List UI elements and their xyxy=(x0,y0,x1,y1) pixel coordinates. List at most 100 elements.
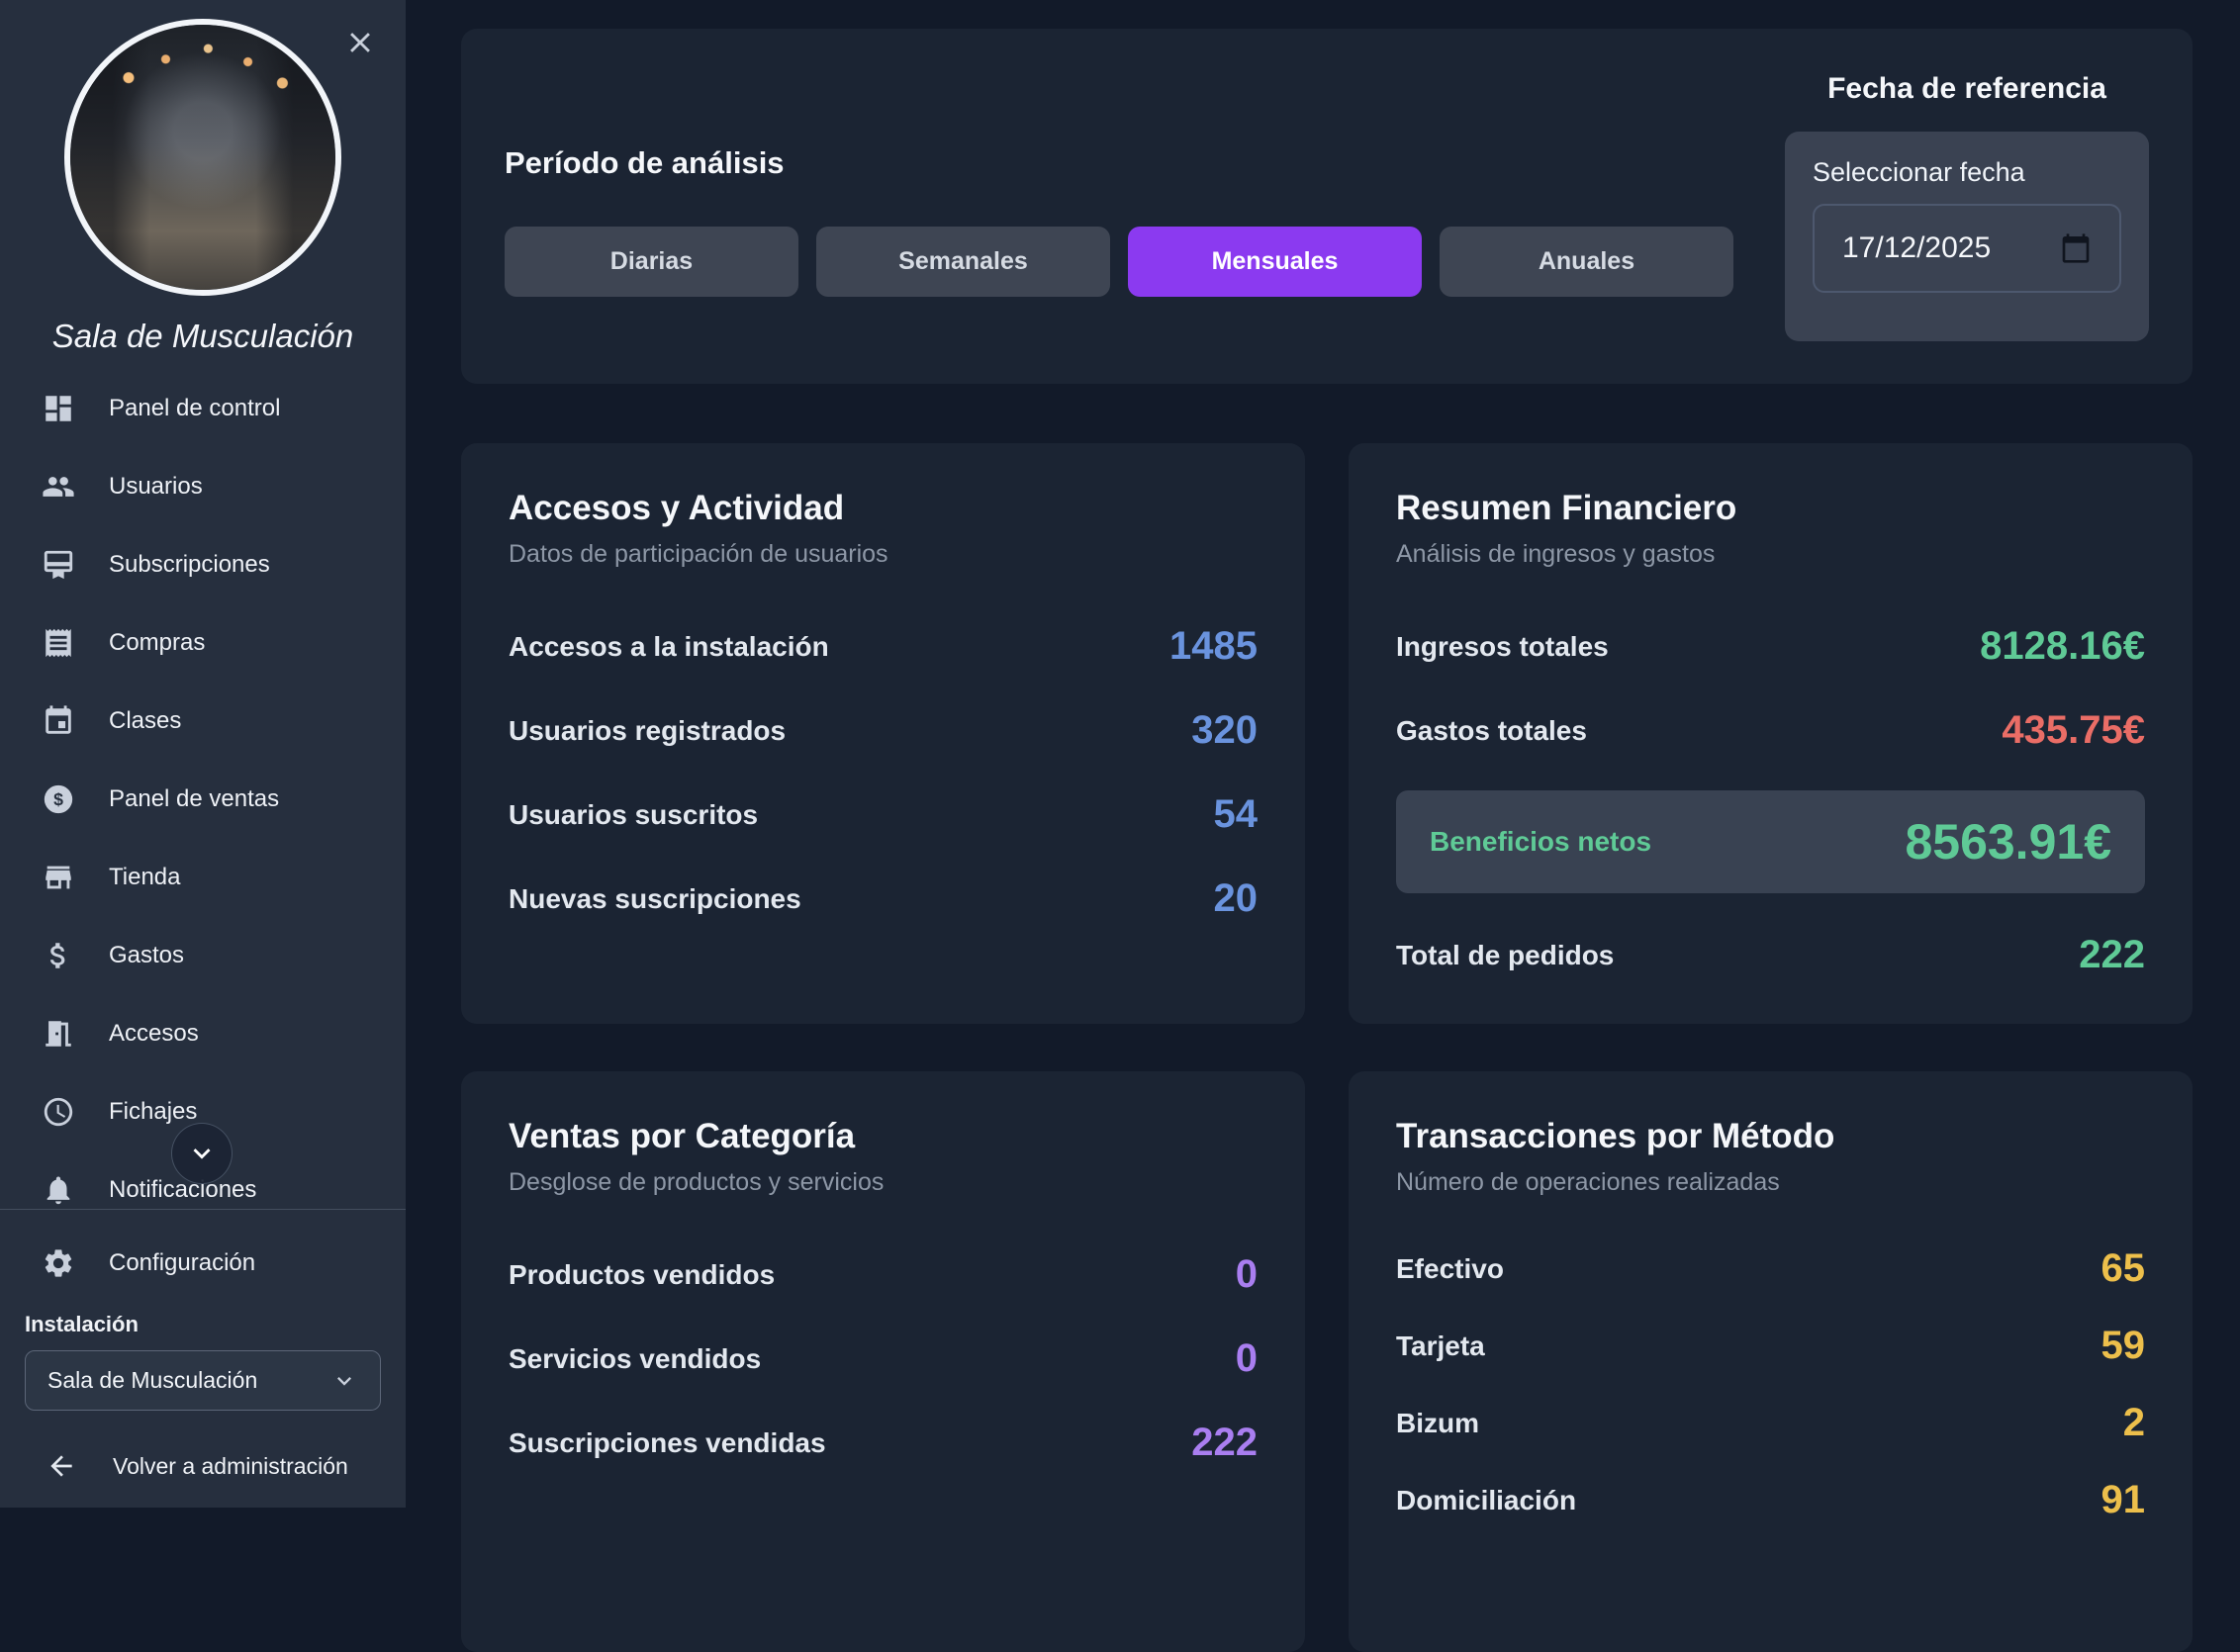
card-title: Transacciones por Método xyxy=(1396,1117,1835,1155)
analysis-period-card: Período de análisis Diarias Semanales Mens… xyxy=(461,29,2193,384)
stat-value: 65 xyxy=(2100,1246,2146,1290)
stat-label: Domiciliación xyxy=(1396,1484,1577,1515)
dollar-icon xyxy=(42,939,75,972)
stat-rows: Ingresos totales 8128.16€ Gastos totales… xyxy=(1396,624,2145,753)
sidebar-item-label: Configuración xyxy=(109,1249,256,1276)
period-option-semanales[interactable]: Semanales xyxy=(816,227,1110,297)
calendar-event-icon xyxy=(42,704,75,738)
sidebar-item-notificaciones[interactable]: Notificaciones xyxy=(0,1150,406,1229)
facility-avatar xyxy=(64,19,341,296)
facility-name: Sala de Musculación xyxy=(51,318,354,354)
stat-value: 2 xyxy=(2122,1401,2145,1444)
sidebar-item-label: Panel de control xyxy=(109,394,281,421)
net-profit-value: 8563.91€ xyxy=(1905,814,2111,870)
card-subtitle: Datos de participación de usuarios xyxy=(509,540,888,568)
main-content: Período de análisis Diarias Semanales Mens… xyxy=(406,0,2240,1652)
card-title: Resumen Financiero xyxy=(1396,489,1737,527)
dashboard-icon xyxy=(42,392,75,425)
net-profit-label: Beneficios netos xyxy=(1430,826,1652,857)
chevron-down-icon xyxy=(185,1137,219,1170)
receipt-icon xyxy=(42,626,75,660)
sidebar-item-clases[interactable]: Clases xyxy=(0,682,406,760)
stat-row: Bizum 2 xyxy=(1396,1401,2145,1445)
stat-value: 320 xyxy=(1191,708,1258,752)
sidebar-item-fichajes[interactable]: Fichajes xyxy=(0,1072,406,1150)
sidebar-item-usuarios[interactable]: Usuarios xyxy=(0,447,406,525)
stat-row: Accesos a la instalación 1485 xyxy=(509,624,1258,669)
stat-row: Servicios vendidos 0 xyxy=(509,1336,1258,1381)
sidebar-item-tienda[interactable]: Tienda xyxy=(0,838,406,916)
sidebar-item-label: Accesos xyxy=(109,1019,199,1047)
stat-row: Gastos totales 435.75€ xyxy=(1396,708,2145,753)
period-option-diarias[interactable]: Diarias xyxy=(505,227,798,297)
sidebar-item-subscripciones[interactable]: Subscripciones xyxy=(0,525,406,603)
stat-rows: Productos vendidos 0 Servicios vendidos 0 Su… xyxy=(509,1252,1258,1465)
sidebar-item-compras[interactable]: Compras xyxy=(0,603,406,682)
card-title: Ventas por Categoría xyxy=(509,1117,856,1155)
chevron-down-icon xyxy=(330,1367,358,1395)
period-options: Diarias Semanales Mensuales Anuales xyxy=(505,227,1733,297)
stat-label: Tarjeta xyxy=(1396,1330,1485,1361)
back-to-admin-link[interactable]: Volver a administración xyxy=(0,1436,406,1496)
sidebar-item-panel-de-control[interactable]: Panel de control xyxy=(0,369,406,447)
stat-value: 222 xyxy=(2079,933,2145,976)
sales-by-category-card: Ventas por Categoría Desglose de product… xyxy=(461,1071,1305,1652)
stat-value: 0 xyxy=(1235,1252,1258,1296)
stat-row: Efectivo 65 xyxy=(1396,1246,2145,1291)
period-option-mensuales[interactable]: Mensuales xyxy=(1128,227,1422,297)
sidebar-item-configuracion[interactable]: Configuración xyxy=(0,1231,406,1296)
stats-grid: Accesos y Actividad Datos de participaci… xyxy=(461,443,2193,1652)
stat-rows: Accesos a la instalación 1485 Usuarios reg… xyxy=(509,624,1258,921)
installation-label: Instalación xyxy=(25,1312,139,1336)
svg-text:$: $ xyxy=(53,789,63,809)
gear-icon xyxy=(42,1246,75,1280)
activity-card: Accesos y Actividad Datos de participaci… xyxy=(461,443,1305,1024)
scroll-down-button[interactable] xyxy=(171,1123,233,1184)
sidebar-item-label: Notificaciones xyxy=(109,1175,257,1203)
stat-label: Usuarios suscritos xyxy=(509,798,759,830)
stat-row: Nuevas suscripciones 20 xyxy=(509,876,1258,921)
total-orders-row: Total de pedidos 222 xyxy=(1396,933,2145,977)
stat-row: Domiciliación 91 xyxy=(1396,1478,2145,1522)
card-subtitle: Número de operaciones realizadas xyxy=(1396,1168,1780,1196)
facility-photo xyxy=(70,25,335,290)
date-picker-panel: Seleccionar fecha 17/12/2025 xyxy=(1785,132,2149,341)
stat-label: Productos vendidos xyxy=(509,1258,776,1290)
stat-row: Suscripciones vendidas 222 xyxy=(509,1421,1258,1465)
close-icon xyxy=(343,26,377,59)
stat-value: 8128.16€ xyxy=(1980,624,2145,668)
sidebar-menu: Panel de control Usuarios Subscripciones Co… xyxy=(0,369,406,1229)
date-input[interactable]: 17/12/2025 xyxy=(1813,204,2121,293)
sidebar-item-panel-de-ventas[interactable]: $ Panel de ventas xyxy=(0,760,406,838)
sidebar: Sala de Musculación Panel de control Usua… xyxy=(0,0,406,1508)
stat-rows: Efectivo 65 Tarjeta 59 Bizum 2 Domiciliación 91 xyxy=(1396,1246,2145,1522)
card-subtitle: Análisis de ingresos y gastos xyxy=(1396,540,1716,568)
back-to-admin-label: Volver a administración xyxy=(113,1452,348,1479)
stat-label: Accesos a la instalación xyxy=(509,630,829,662)
clock-icon xyxy=(42,1095,75,1129)
stat-row: Productos vendidos 0 xyxy=(509,1252,1258,1297)
stat-label: Ingresos totales xyxy=(1396,630,1609,662)
sidebar-item-label: Compras xyxy=(109,628,206,656)
users-icon xyxy=(42,470,75,504)
stat-row: Ingresos totales 8128.16€ xyxy=(1396,624,2145,669)
sidebar-item-gastos[interactable]: Gastos xyxy=(0,916,406,994)
sidebar-divider xyxy=(0,1209,406,1210)
close-sidebar-button[interactable] xyxy=(338,22,382,65)
installation-select[interactable]: Sala de Musculación xyxy=(25,1350,381,1411)
stat-value: 59 xyxy=(2100,1324,2146,1367)
period-option-anuales[interactable]: Anuales xyxy=(1440,227,1733,297)
stat-label: Usuarios registrados xyxy=(509,714,787,746)
stat-value: 91 xyxy=(2100,1478,2146,1521)
stat-row: Usuarios suscritos 54 xyxy=(509,792,1258,837)
stat-value: 435.75€ xyxy=(2002,708,2145,752)
stat-label: Gastos totales xyxy=(1396,714,1587,746)
date-picker-label: Seleccionar fecha xyxy=(1813,157,2025,187)
stat-label: Nuevas suscripciones xyxy=(509,882,801,914)
net-profit-box: Beneficios netos 8563.91€ xyxy=(1396,790,2145,893)
stat-row: Tarjeta 59 xyxy=(1396,1324,2145,1368)
stat-value: 1485 xyxy=(1169,624,1258,668)
sidebar-item-accesos[interactable]: Accesos xyxy=(0,994,406,1072)
sidebar-item-label: Clases xyxy=(109,706,182,734)
card-title: Accesos y Actividad xyxy=(509,489,845,527)
